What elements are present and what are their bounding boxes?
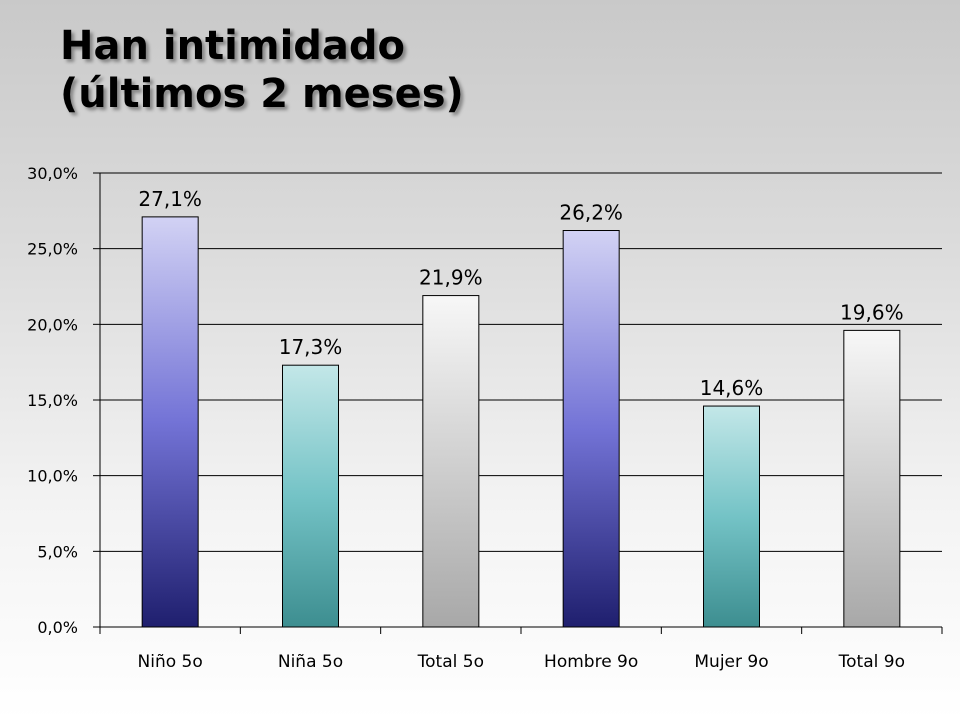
axes — [93, 172, 943, 634]
data-label: 14,6% — [700, 376, 764, 400]
category-label: Total 5o — [417, 652, 484, 672]
bar — [141, 216, 199, 628]
data-label: 27,1% — [138, 187, 202, 211]
bars — [141, 216, 901, 628]
category-label: Total 9o — [838, 652, 905, 672]
labels: 0,0% 5,0% 10,0% 15,0% 20,0% 25,0% 30,0% 27,1% Ni… — [27, 164, 905, 672]
bar — [562, 230, 620, 628]
bar — [843, 329, 901, 628]
category-label: Hombre 9o — [544, 652, 638, 672]
category-label: Mujer 9o — [694, 652, 768, 672]
data-label: 21,9% — [419, 266, 483, 290]
category-label: Niño 5o — [138, 652, 203, 672]
chart-title-line-1: Han intimidado — [60, 23, 406, 69]
bar — [703, 405, 760, 628]
y-tick-label: 25,0% — [27, 240, 78, 259]
data-label: 26,2% — [559, 201, 623, 225]
y-tick-label: 30,0% — [27, 164, 78, 183]
grid-lines — [100, 172, 942, 552]
y-tick-label: 10,0% — [27, 467, 78, 486]
chart-title: Han intimidado (últimos 2 meses) — [60, 22, 464, 118]
data-label: 17,3% — [279, 335, 343, 359]
chart-title-line-2: (últimos 2 meses) — [60, 71, 464, 117]
bar — [282, 364, 339, 628]
data-label: 19,6% — [840, 300, 904, 324]
y-tick-label: 20,0% — [27, 315, 78, 334]
category-label: Niña 5o — [278, 652, 343, 672]
y-tick-label: 15,0% — [27, 391, 78, 410]
y-tick-label: 0,0% — [37, 618, 78, 637]
y-tick-label: 5,0% — [37, 542, 78, 561]
bar — [422, 295, 480, 628]
